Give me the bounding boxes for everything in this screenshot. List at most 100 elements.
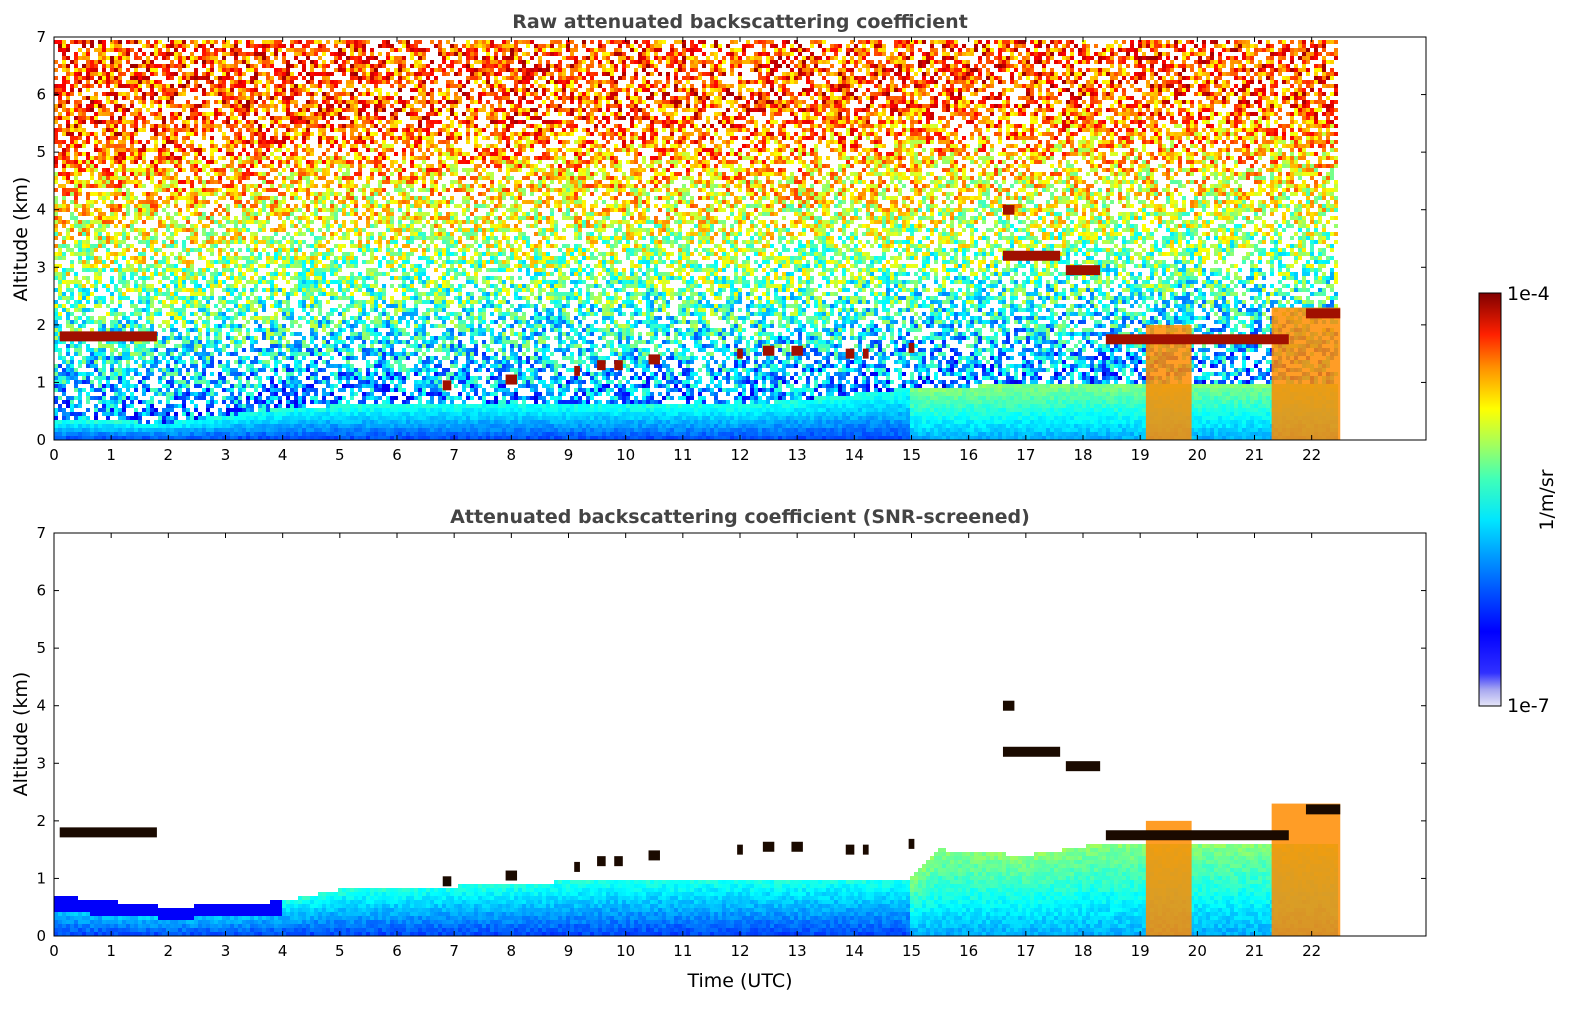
cloud-layer: [597, 856, 606, 866]
cloud-layer: [1003, 251, 1060, 261]
y-tick-label: 0: [36, 927, 46, 945]
y-tick-label: 6: [36, 582, 46, 600]
y-tick-label: 4: [36, 697, 46, 715]
x-tick-label: 10: [616, 942, 635, 960]
x-tick-label: 17: [1016, 942, 1035, 960]
x-tick-label: 7: [449, 942, 459, 960]
x-tick-label: 11: [673, 446, 692, 464]
x-tick-label: 2: [164, 446, 174, 464]
x-axis-label: Time (UTC): [686, 970, 792, 992]
x-tick-label: 17: [1016, 446, 1035, 464]
x-tick-label: 8: [507, 446, 517, 464]
colorbar-unit-label: 1/m/sr: [1536, 469, 1558, 530]
cloud-layer: [909, 343, 915, 353]
x-tick-label: 0: [49, 446, 59, 464]
cloud-layer: [763, 842, 774, 852]
cloud-layer: [1306, 308, 1340, 318]
cloud-layer: [60, 331, 157, 341]
y-tick-label: 7: [36, 28, 46, 46]
cloud-layer: [737, 349, 743, 359]
y-tick-label: 2: [36, 316, 46, 334]
cloud-layer: [1106, 830, 1289, 840]
x-tick-label: 14: [845, 942, 864, 960]
cloud-layer: [1106, 334, 1289, 344]
cloud-layer: [597, 360, 606, 370]
y-axis-label: Altitude (km): [10, 672, 32, 797]
x-tick-label: 4: [278, 942, 288, 960]
cloud-layer: [1066, 265, 1100, 275]
colorbar-min-label: 1e-7: [1507, 695, 1550, 717]
cloud-layer: [791, 842, 802, 852]
y-tick-label: 1: [36, 869, 46, 887]
x-tick-label: 16: [959, 446, 978, 464]
x-tick-label: 6: [392, 446, 402, 464]
cloud-layer: [863, 349, 869, 359]
x-tick-label: 21: [1245, 446, 1264, 464]
panel-raw: Raw attenuated backscattering coefficien…: [10, 11, 1426, 464]
x-tick-label: 2: [164, 942, 174, 960]
x-tick-label: 1: [106, 942, 116, 960]
x-tick-label: 3: [221, 446, 231, 464]
cloud-layer: [737, 845, 743, 855]
y-tick-label: 4: [36, 201, 46, 219]
y-tick-label: 3: [36, 258, 46, 276]
x-tick-label: 5: [335, 942, 345, 960]
panel-title: Attenuated backscattering coefficient (S…: [450, 506, 1030, 528]
cloud-layer: [846, 845, 855, 855]
x-tick-label: 5: [335, 446, 345, 464]
panel-snr-screened: Attenuated backscattering coefficient (S…: [10, 506, 1426, 992]
cloud-layer: [574, 862, 580, 872]
cloud-layer: [443, 876, 452, 886]
x-tick-label: 3: [221, 942, 231, 960]
x-tick-label: 1: [106, 446, 116, 464]
x-tick-label: 19: [1131, 446, 1150, 464]
precipitation-streak: [1272, 804, 1341, 936]
y-tick-label: 0: [36, 431, 46, 449]
y-tick-label: 7: [36, 524, 46, 542]
x-tick-label: 13: [788, 942, 807, 960]
panel-title: Raw attenuated backscattering coefficien…: [512, 11, 968, 33]
cloud-layer: [649, 354, 660, 364]
x-tick-label: 11: [673, 942, 692, 960]
x-tick-label: 20: [1188, 942, 1207, 960]
y-axis-label: Altitude (km): [10, 177, 32, 302]
x-tick-label: 22: [1302, 942, 1321, 960]
cloud-layer: [614, 360, 623, 370]
x-tick-label: 13: [788, 446, 807, 464]
cloud-layer: [614, 856, 623, 866]
y-tick-label: 5: [36, 143, 46, 161]
x-tick-label: 20: [1188, 446, 1207, 464]
x-tick-label: 12: [730, 446, 749, 464]
x-tick-label: 12: [730, 942, 749, 960]
x-tick-label: 9: [564, 446, 574, 464]
colorbar-max-label: 1e-4: [1507, 283, 1550, 305]
cloud-layer: [1003, 747, 1060, 757]
cloud-layer: [763, 346, 774, 356]
x-tick-label: 16: [959, 942, 978, 960]
cloud-layer: [791, 346, 802, 356]
cloud-layer: [1003, 205, 1014, 215]
cloud-layer: [506, 375, 517, 385]
x-tick-label: 21: [1245, 942, 1264, 960]
x-tick-label: 0: [49, 942, 59, 960]
x-tick-label: 19: [1131, 942, 1150, 960]
cloud-layer: [574, 366, 580, 376]
colorbar-gradient: [1479, 293, 1501, 706]
x-tick-label: 15: [902, 446, 921, 464]
y-tick-label: 6: [36, 86, 46, 104]
y-tick-label: 2: [36, 812, 46, 830]
y-tick-label: 1: [36, 373, 46, 391]
cloud-layer: [863, 845, 869, 855]
x-tick-label: 9: [564, 942, 574, 960]
x-tick-label: 18: [1073, 942, 1092, 960]
x-tick-label: 6: [392, 942, 402, 960]
precipitation-streak: [1272, 308, 1341, 440]
x-tick-label: 7: [449, 446, 459, 464]
x-tick-label: 22: [1302, 446, 1321, 464]
cloud-layer: [649, 850, 660, 860]
cloud-layer: [1003, 701, 1014, 711]
cloud-layer: [506, 871, 517, 881]
x-tick-label: 15: [902, 942, 921, 960]
x-tick-label: 14: [845, 446, 864, 464]
x-tick-label: 8: [507, 942, 517, 960]
